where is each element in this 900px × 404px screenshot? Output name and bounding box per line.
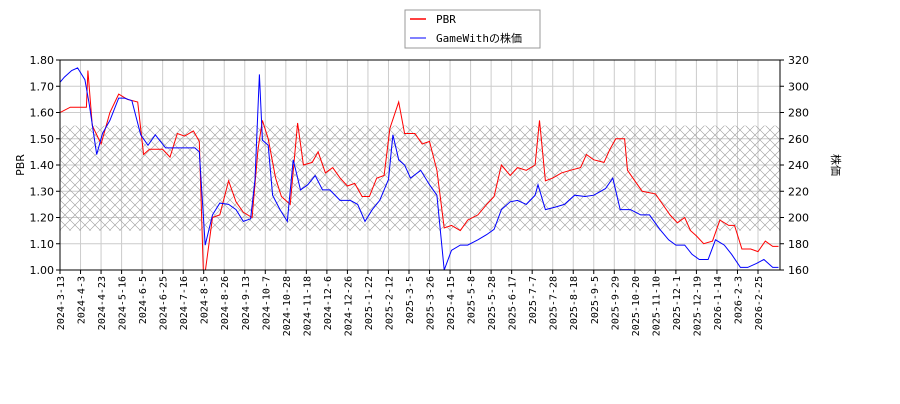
x-tick-label: 2025-11-10 — [651, 276, 662, 336]
x-tick-label: 2026-1-14 — [713, 276, 724, 330]
x-tick-label: 2024-10-7 — [261, 276, 272, 330]
legend: PBR GameWithの株価 — [404, 9, 541, 49]
x-tick-label: 2025-3-5 — [405, 276, 416, 324]
y-tick-label: 1.20 — [30, 212, 55, 225]
x-tick-label: 2024-8-26 — [220, 276, 231, 330]
y2-tick-label: 200 — [788, 212, 809, 225]
x-tick-label: 2025-10-20 — [631, 276, 642, 336]
x-tick-label: 2026-2-25 — [754, 276, 765, 330]
x-tick-label: 2024-4-23 — [97, 276, 108, 330]
x-tick-label: 2025-7-28 — [549, 276, 560, 330]
x-tick-label: 2024-11-18 — [302, 276, 313, 336]
x-tick-label: 2025-8-18 — [569, 276, 580, 330]
y2-tick-label: 160 — [788, 264, 809, 277]
x-tick-label: 2025-5-8 — [467, 276, 478, 324]
x-tick-label: 2025-2-12 — [384, 276, 395, 330]
x-tick-label: 2024-3-13 — [56, 276, 67, 330]
x-tick-label: 2024-6-25 — [159, 276, 170, 330]
y2-tick-label: 280 — [788, 107, 809, 120]
pbr-range-band — [60, 125, 780, 231]
y-tick-label: 1.00 — [30, 264, 55, 277]
y2-tick-label: 180 — [788, 238, 809, 251]
x-tick-label: 2026-2-3 — [733, 276, 744, 324]
x-tick-label: 2024-6-5 — [138, 276, 149, 324]
y2-tick-label: 300 — [788, 80, 809, 93]
legend-label-pbr: PBR — [436, 13, 456, 26]
y-tick-label: 1.60 — [30, 107, 55, 120]
x-tick-label: 2024-4-3 — [77, 276, 88, 324]
x-tick-label: 2025-1-22 — [364, 276, 375, 330]
x-tick-label: 2025-7-7 — [528, 276, 539, 324]
x-tick-label: 2024-7-16 — [179, 276, 190, 330]
y-tick-label: 1.70 — [30, 80, 55, 93]
x-tick-label: 2025-3-26 — [426, 276, 437, 330]
x-tick-label: 2025-9-29 — [610, 276, 621, 330]
x-tick-label: 2025-6-17 — [508, 276, 519, 330]
x-tick-label: 2024-9-13 — [241, 276, 252, 330]
y-tick-label: 1.50 — [30, 133, 55, 146]
x-tick-label: 2025-9-5 — [590, 276, 601, 324]
x-tick-label: 2025-12-1 — [672, 276, 683, 330]
y-axis-label: PBR — [14, 154, 27, 176]
y-tick-label: 1.80 — [30, 54, 55, 67]
legend-label-price: GameWithの株価 — [436, 31, 522, 45]
x-tick-label: 2024-10-28 — [282, 276, 293, 336]
y-tick-label: 1.10 — [30, 238, 55, 251]
y2-tick-label: 320 — [788, 54, 809, 67]
y-tick-label: 1.40 — [30, 159, 55, 172]
x-tick-label: 2025-12-19 — [692, 276, 703, 336]
x-tick-label: 2024-5-16 — [118, 276, 129, 330]
x-tick-label: 2025-5-28 — [487, 276, 498, 330]
x-tick-label: 2024-12-6 — [323, 276, 334, 330]
y2-tick-label: 220 — [788, 185, 809, 198]
pbr-line — [60, 70, 779, 270]
y2-tick-label: 240 — [788, 159, 809, 172]
x-tick-label: 2024-12-26 — [343, 276, 354, 336]
price-line — [60, 67, 779, 270]
y2-tick-label: 260 — [788, 133, 809, 146]
y2-axis-label: 株価 — [829, 154, 843, 176]
x-tick-label: 2024-8-5 — [200, 276, 211, 324]
y-tick-label: 1.30 — [30, 185, 55, 198]
x-tick-label: 2025-4-15 — [446, 276, 457, 330]
legend-box — [404, 9, 541, 49]
